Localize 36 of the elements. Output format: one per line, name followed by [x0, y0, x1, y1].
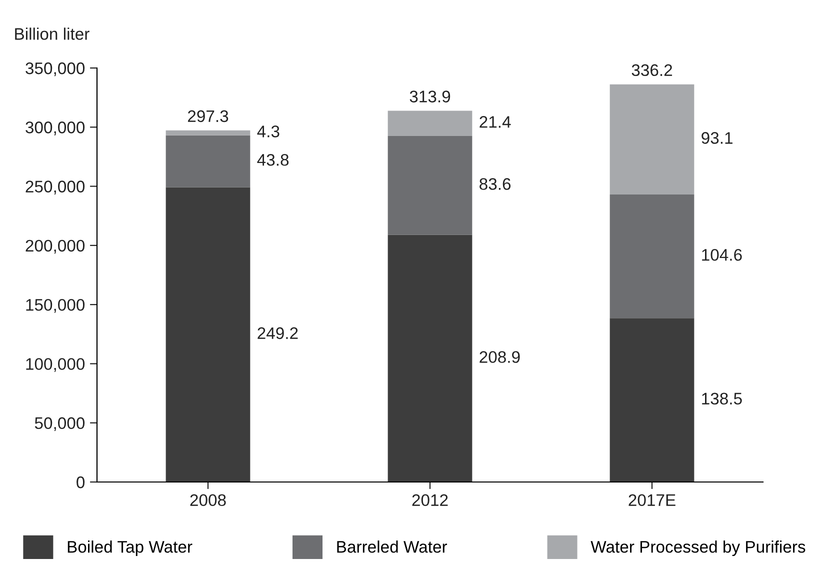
y-tick-label: 0	[76, 476, 85, 488]
annotation: 104.6	[702, 248, 742, 261]
bar	[388, 234, 472, 482]
annotation: 83.6	[480, 178, 511, 190]
bar	[388, 136, 472, 235]
bar	[166, 187, 250, 482]
bar	[388, 110, 472, 136]
y-tick-label: 150,000	[26, 298, 85, 313]
legend-label: Boiled Tap Water	[68, 540, 192, 556]
y-tick-label: 200,000	[26, 240, 85, 254]
y-tick-label: 350,000	[26, 62, 85, 76]
legend-label: Barreled Water	[337, 540, 448, 553]
bar	[166, 135, 250, 188]
annotation: 297.3	[188, 110, 228, 122]
y-tick-label: 250,000	[26, 180, 85, 194]
annotation: 21.4	[480, 116, 511, 128]
annotation: 138.5	[702, 392, 742, 405]
y-tick-label: 50,000	[34, 417, 85, 432]
bar	[610, 194, 694, 318]
bar	[610, 84, 694, 194]
bar	[610, 318, 694, 482]
annotation: 43.8	[257, 154, 289, 166]
x-tick-label: 2012	[412, 494, 448, 506]
annotation: 336.2	[632, 64, 672, 76]
annotation: 4.3	[257, 126, 280, 138]
annotation: 93.1	[702, 132, 732, 144]
y-axis-title: Billion liter	[15, 28, 90, 40]
x-tick-label: 2008	[190, 494, 226, 506]
annotation: 313.9	[410, 90, 450, 102]
annotation: 249.2	[258, 327, 298, 340]
y-tick-label: 100,000	[26, 358, 85, 372]
x-tick-label: 2017E	[628, 494, 676, 506]
legend-label: Water Processed by Purifiers	[590, 540, 806, 556]
annotation: 208.9	[480, 351, 520, 363]
bar	[166, 130, 250, 136]
y-tick-label: 300,000	[26, 122, 85, 136]
